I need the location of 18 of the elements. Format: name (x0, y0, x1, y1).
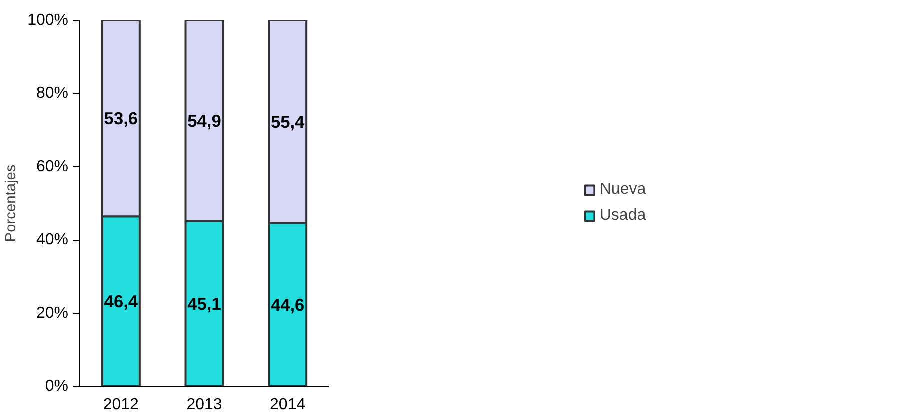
data-label: 45,1 (188, 294, 222, 314)
y-tick-label: 40% (36, 232, 69, 249)
data-label: 53,6 (104, 108, 138, 129)
y-tick-label: 60% (36, 158, 69, 176)
x-tick-label: 2013 (186, 396, 222, 414)
y-tick-label: 100% (28, 12, 68, 29)
y-tick-label: 0% (45, 378, 68, 395)
x-tick-label: 2014 (270, 396, 306, 414)
y-tick-label: 80% (36, 85, 69, 102)
legend-label: Nueva (600, 181, 646, 199)
data-label: 54,9 (188, 110, 222, 131)
y-axis-title: Porcentajes (4, 164, 20, 242)
legend-label: Usada (600, 207, 646, 225)
x-tick-label: 2012 (103, 396, 140, 414)
data-label: 46,4 (104, 292, 138, 312)
data-label: 55,4 (270, 112, 306, 132)
y-tick-label: 20% (36, 304, 69, 322)
data-label: 44,6 (270, 294, 306, 315)
